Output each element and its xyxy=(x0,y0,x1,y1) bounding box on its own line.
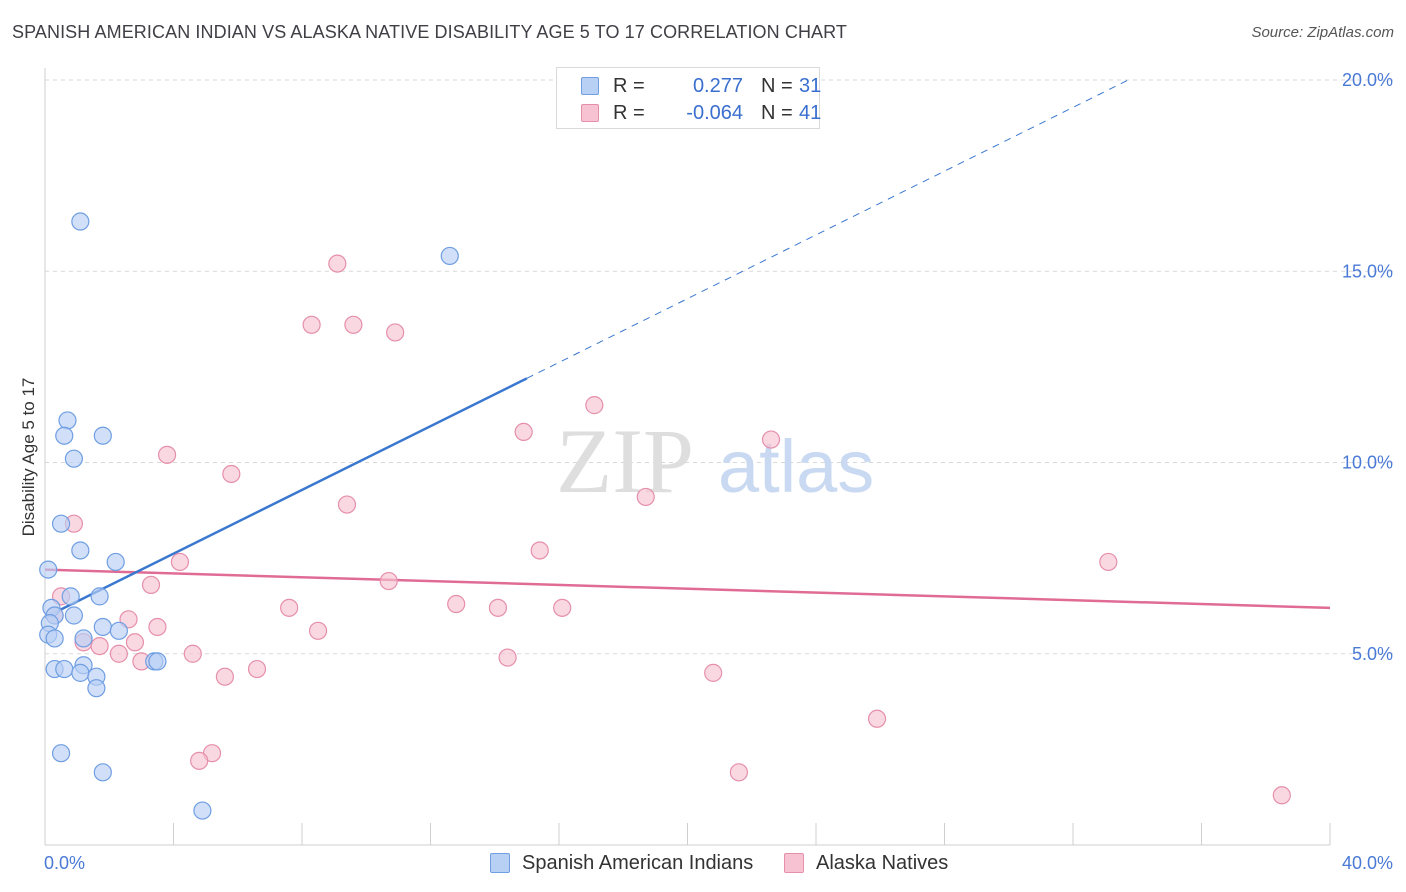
spanish-american-indians-point xyxy=(93,763,112,782)
spanish-american-indians-point xyxy=(148,652,167,671)
spanish-american-indians-point xyxy=(71,212,90,231)
alaska-natives-point xyxy=(530,541,549,560)
alaska-natives-point xyxy=(148,617,167,637)
spanish-american-indians-point xyxy=(39,560,58,579)
alaska-natives-point xyxy=(125,633,145,652)
legend-swatch-blue xyxy=(490,853,510,873)
legend-swatch-pink xyxy=(784,853,804,873)
alaska-natives-point xyxy=(636,487,655,507)
alaska-natives-point xyxy=(379,571,398,591)
watermark: ZIP atlas xyxy=(556,410,874,512)
y-tick-labels: 5.0% 10.0% 15.0% 20.0% xyxy=(1342,70,1393,664)
alaska-natives-point xyxy=(488,598,508,617)
alaska-natives-point xyxy=(514,422,533,441)
spanish-american-indians-trend-line xyxy=(44,377,528,619)
x-tick-label-min: 0.0% xyxy=(44,853,85,873)
alaska-natives-point xyxy=(344,315,363,334)
spanish-american-indians-point xyxy=(74,629,93,648)
alaska-natives-point xyxy=(222,464,241,484)
spanish-american-indians-point xyxy=(58,411,77,430)
alaska-natives-point xyxy=(704,663,723,682)
source-credit: Source: ZipAtlas.com xyxy=(1251,24,1394,41)
legend-r-value: -0.064 xyxy=(686,102,743,124)
alaska-natives-trend-line xyxy=(44,568,1331,610)
spanish-american-indians-point xyxy=(51,744,71,763)
spanish-american-indians-point xyxy=(51,514,71,533)
legend-swatch-blue xyxy=(581,77,599,95)
spanish-american-indians-point xyxy=(106,552,125,572)
spanish-american-indians-point xyxy=(64,606,84,625)
alaska-natives-point xyxy=(247,659,267,679)
spanish-american-indians-point xyxy=(55,659,74,679)
alaska-natives-point xyxy=(157,445,177,464)
y-tick-label: 5.0% xyxy=(1352,644,1393,664)
watermark-atlas: atlas xyxy=(718,425,874,508)
spanish-american-indians-point xyxy=(87,679,106,698)
series-legend: Spanish American Indians Alaska Natives xyxy=(0,852,1406,878)
spanish-american-indians-point xyxy=(61,587,80,606)
legend-series-name: Alaska Natives xyxy=(816,852,949,874)
alaska-natives-point xyxy=(585,396,604,415)
legend-swatch-pink xyxy=(581,104,599,122)
alaska-natives-point xyxy=(867,709,887,728)
watermark-zip: ZIP xyxy=(556,410,694,512)
spanish-american-indians-point xyxy=(90,587,109,606)
legend-r-label: R = xyxy=(613,75,645,97)
chart-title: SPANISH AMERICAN INDIAN VS ALASKA NATIVE… xyxy=(12,22,848,42)
alaska-natives-point xyxy=(190,751,209,770)
alaska-natives-point xyxy=(280,598,299,617)
alaska-natives-point xyxy=(215,667,234,686)
spanish-american-indians-trend-extension xyxy=(526,79,1129,379)
alaska-natives-point xyxy=(141,575,161,595)
y-axis-label: Disability Age 5 to 17 xyxy=(19,378,38,537)
y-tick-label: 10.0% xyxy=(1342,453,1393,473)
alaska-natives-point xyxy=(308,621,328,640)
spanish-american-indians-point xyxy=(45,629,64,648)
alaska-natives-point xyxy=(729,763,749,782)
alaska-natives-point xyxy=(302,315,321,334)
alaska-natives-point xyxy=(553,598,572,617)
legend-r-value: 0.277 xyxy=(692,75,743,97)
alaska-natives-point xyxy=(1099,552,1118,572)
legend-n-value: 41 xyxy=(799,102,822,124)
legend-n-label: N = xyxy=(761,102,793,124)
spanish-american-indians-point xyxy=(71,541,90,560)
correlation-legend: R = 0.277 N = 31 R = -0.064 N = 41 xyxy=(556,67,822,129)
spanish-american-indians-point xyxy=(193,801,212,820)
alaska-natives-point xyxy=(386,323,405,342)
spanish-american-indians-point xyxy=(71,663,90,682)
alaska-natives-points xyxy=(45,254,1291,805)
alaska-natives-point xyxy=(447,594,466,614)
y-tick-label: 20.0% xyxy=(1342,70,1393,90)
legend-r-label: R = xyxy=(613,102,645,124)
legend-series-name: Spanish American Indians xyxy=(522,852,754,874)
alaska-natives-point xyxy=(90,636,109,656)
x-tick-label-max: 40.0% xyxy=(1342,853,1393,873)
spanish-american-indians-point xyxy=(109,621,128,640)
spanish-american-indians-point xyxy=(93,617,112,637)
alaska-natives-point xyxy=(328,254,347,273)
alaska-natives-point xyxy=(1272,786,1291,805)
alaska-natives-point xyxy=(170,552,190,572)
alaska-natives-point xyxy=(183,644,202,663)
legend-n-value: 31 xyxy=(799,75,822,97)
alaska-natives-point xyxy=(337,495,357,514)
alaska-natives-point xyxy=(761,430,781,449)
grid-lines xyxy=(45,79,1395,655)
x-tick-labels: 0.0% 40.0% xyxy=(44,853,1393,873)
spanish-american-indians-point xyxy=(440,246,459,266)
alaska-natives-point xyxy=(498,648,517,667)
trend-lines xyxy=(44,79,1331,619)
legend-n-label: N = xyxy=(761,75,793,97)
alaska-natives-point xyxy=(109,644,128,663)
spanish-american-indians-point xyxy=(64,449,84,468)
axes xyxy=(44,68,1331,846)
y-tick-label: 15.0% xyxy=(1342,261,1393,281)
spanish-american-indians-point xyxy=(93,426,112,445)
spanish-american-indians-point xyxy=(55,426,74,445)
spanish-american-indians-points xyxy=(39,212,459,820)
